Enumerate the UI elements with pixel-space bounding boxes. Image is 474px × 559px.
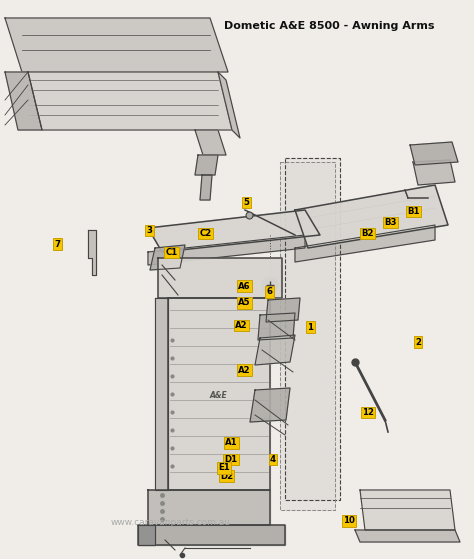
Text: B3: B3 (384, 218, 397, 227)
Polygon shape (218, 72, 240, 138)
Polygon shape (5, 72, 42, 130)
Polygon shape (295, 225, 435, 262)
Polygon shape (148, 235, 305, 265)
Text: www.caravanparts.com.au: www.caravanparts.com.au (110, 518, 231, 527)
Text: 12: 12 (362, 408, 374, 417)
Text: B2: B2 (361, 229, 374, 238)
Polygon shape (148, 490, 270, 525)
Text: A2: A2 (238, 366, 251, 375)
Polygon shape (355, 530, 460, 542)
Polygon shape (250, 388, 290, 422)
Polygon shape (28, 72, 232, 130)
Polygon shape (138, 525, 285, 545)
Text: C2: C2 (200, 229, 212, 238)
Text: 2: 2 (415, 338, 421, 347)
Polygon shape (410, 142, 458, 165)
Text: D1: D1 (225, 455, 238, 464)
Polygon shape (195, 130, 226, 155)
Polygon shape (266, 298, 300, 322)
Polygon shape (158, 258, 282, 298)
Text: A5: A5 (238, 299, 251, 307)
Polygon shape (258, 313, 295, 340)
Text: 3: 3 (146, 226, 152, 235)
Polygon shape (295, 185, 448, 248)
Polygon shape (88, 230, 96, 275)
Polygon shape (413, 160, 455, 185)
Polygon shape (150, 245, 185, 270)
Text: A6: A6 (238, 282, 251, 291)
Text: 7: 7 (55, 240, 61, 249)
Text: A1: A1 (225, 438, 237, 447)
Polygon shape (285, 158, 340, 500)
Polygon shape (280, 162, 335, 510)
Text: D2: D2 (220, 472, 233, 481)
Polygon shape (5, 18, 228, 72)
Polygon shape (360, 490, 455, 530)
Text: B1: B1 (407, 207, 419, 216)
Text: A2: A2 (236, 321, 248, 330)
Text: Dometic A&E 8500 - Awning Arms: Dometic A&E 8500 - Awning Arms (224, 21, 435, 31)
Text: 5: 5 (244, 198, 249, 207)
Text: 4: 4 (270, 455, 276, 464)
Text: 1: 1 (308, 323, 313, 331)
Text: A&E: A&E (209, 391, 227, 400)
Polygon shape (155, 298, 168, 490)
Text: 10: 10 (343, 517, 355, 525)
Text: E1: E1 (218, 463, 229, 472)
Circle shape (262, 277, 278, 293)
Polygon shape (168, 298, 270, 490)
Polygon shape (200, 175, 212, 200)
Text: 6: 6 (266, 287, 272, 296)
Text: C1: C1 (165, 248, 178, 257)
Polygon shape (138, 525, 155, 545)
Polygon shape (255, 335, 295, 365)
Polygon shape (195, 155, 218, 175)
Polygon shape (148, 210, 320, 252)
